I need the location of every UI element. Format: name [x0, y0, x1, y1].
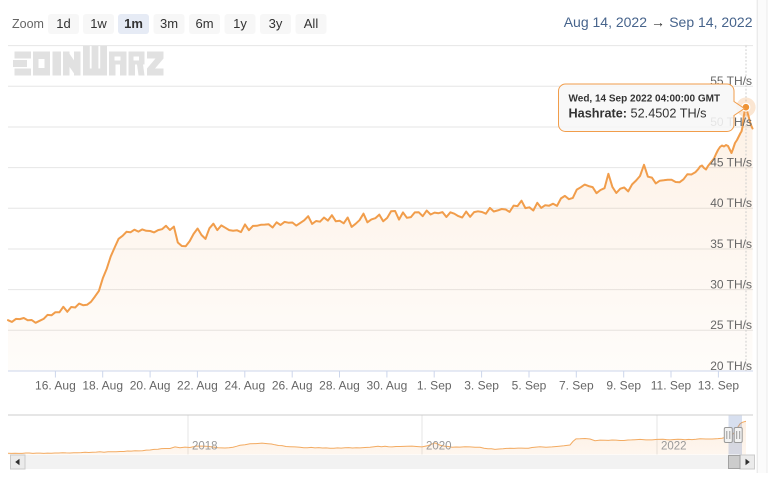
svg-text:→: → [651, 14, 665, 30]
svg-text:13. Sep: 13. Sep [698, 379, 740, 393]
svg-text:Wed, 14 Sep 2022 04:00:00 GMT: Wed, 14 Sep 2022 04:00:00 GMT [569, 94, 721, 105]
svg-text:2020: 2020 [426, 441, 452, 453]
svg-text:3y: 3y [269, 16, 283, 31]
svg-text:22. Aug: 22. Aug [177, 379, 218, 393]
svg-text:40 TH/s: 40 TH/s [710, 196, 752, 210]
svg-text:1. Sep: 1. Sep [417, 379, 452, 393]
svg-text:30 TH/s: 30 TH/s [710, 277, 752, 291]
svg-text:All: All [304, 16, 319, 31]
svg-text:3. Sep: 3. Sep [464, 379, 499, 393]
svg-text:16. Aug: 16. Aug [35, 379, 76, 393]
svg-text:18. Aug: 18. Aug [82, 379, 123, 393]
svg-text:1d: 1d [56, 16, 70, 31]
svg-text:35 TH/s: 35 TH/s [710, 237, 752, 251]
svg-text:45 TH/s: 45 TH/s [710, 155, 752, 169]
svg-text:11. Sep: 11. Sep [651, 379, 692, 393]
svg-text:20. Aug: 20. Aug [130, 379, 171, 393]
svg-text:1w: 1w [90, 16, 107, 31]
svg-text:9. Sep: 9. Sep [606, 379, 641, 393]
svg-text:25 TH/s: 25 TH/s [710, 318, 752, 332]
svg-text:3m: 3m [160, 16, 178, 31]
svg-text:5. Sep: 5. Sep [512, 379, 547, 393]
svg-text:6m: 6m [195, 16, 213, 31]
svg-text:Aug 14, 2022: Aug 14, 2022 [564, 14, 648, 30]
svg-text:24. Aug: 24. Aug [224, 379, 265, 393]
svg-text:2022: 2022 [661, 441, 687, 453]
svg-text:20 TH/s: 20 TH/s [710, 359, 752, 373]
svg-text:2018: 2018 [192, 441, 218, 453]
svg-text:7. Sep: 7. Sep [559, 379, 594, 393]
svg-text:1m: 1m [124, 16, 143, 31]
svg-text:Hashrate: 52.4502 TH/s: Hashrate: 52.4502 TH/s [569, 107, 707, 121]
svg-text:1y: 1y [233, 16, 247, 31]
svg-text:28. Aug: 28. Aug [319, 379, 360, 393]
svg-text:26. Aug: 26. Aug [272, 379, 313, 393]
svg-text:Sep 14, 2022: Sep 14, 2022 [669, 14, 753, 30]
svg-text:30. Aug: 30. Aug [367, 379, 408, 393]
svg-text:Zoom: Zoom [12, 17, 44, 31]
